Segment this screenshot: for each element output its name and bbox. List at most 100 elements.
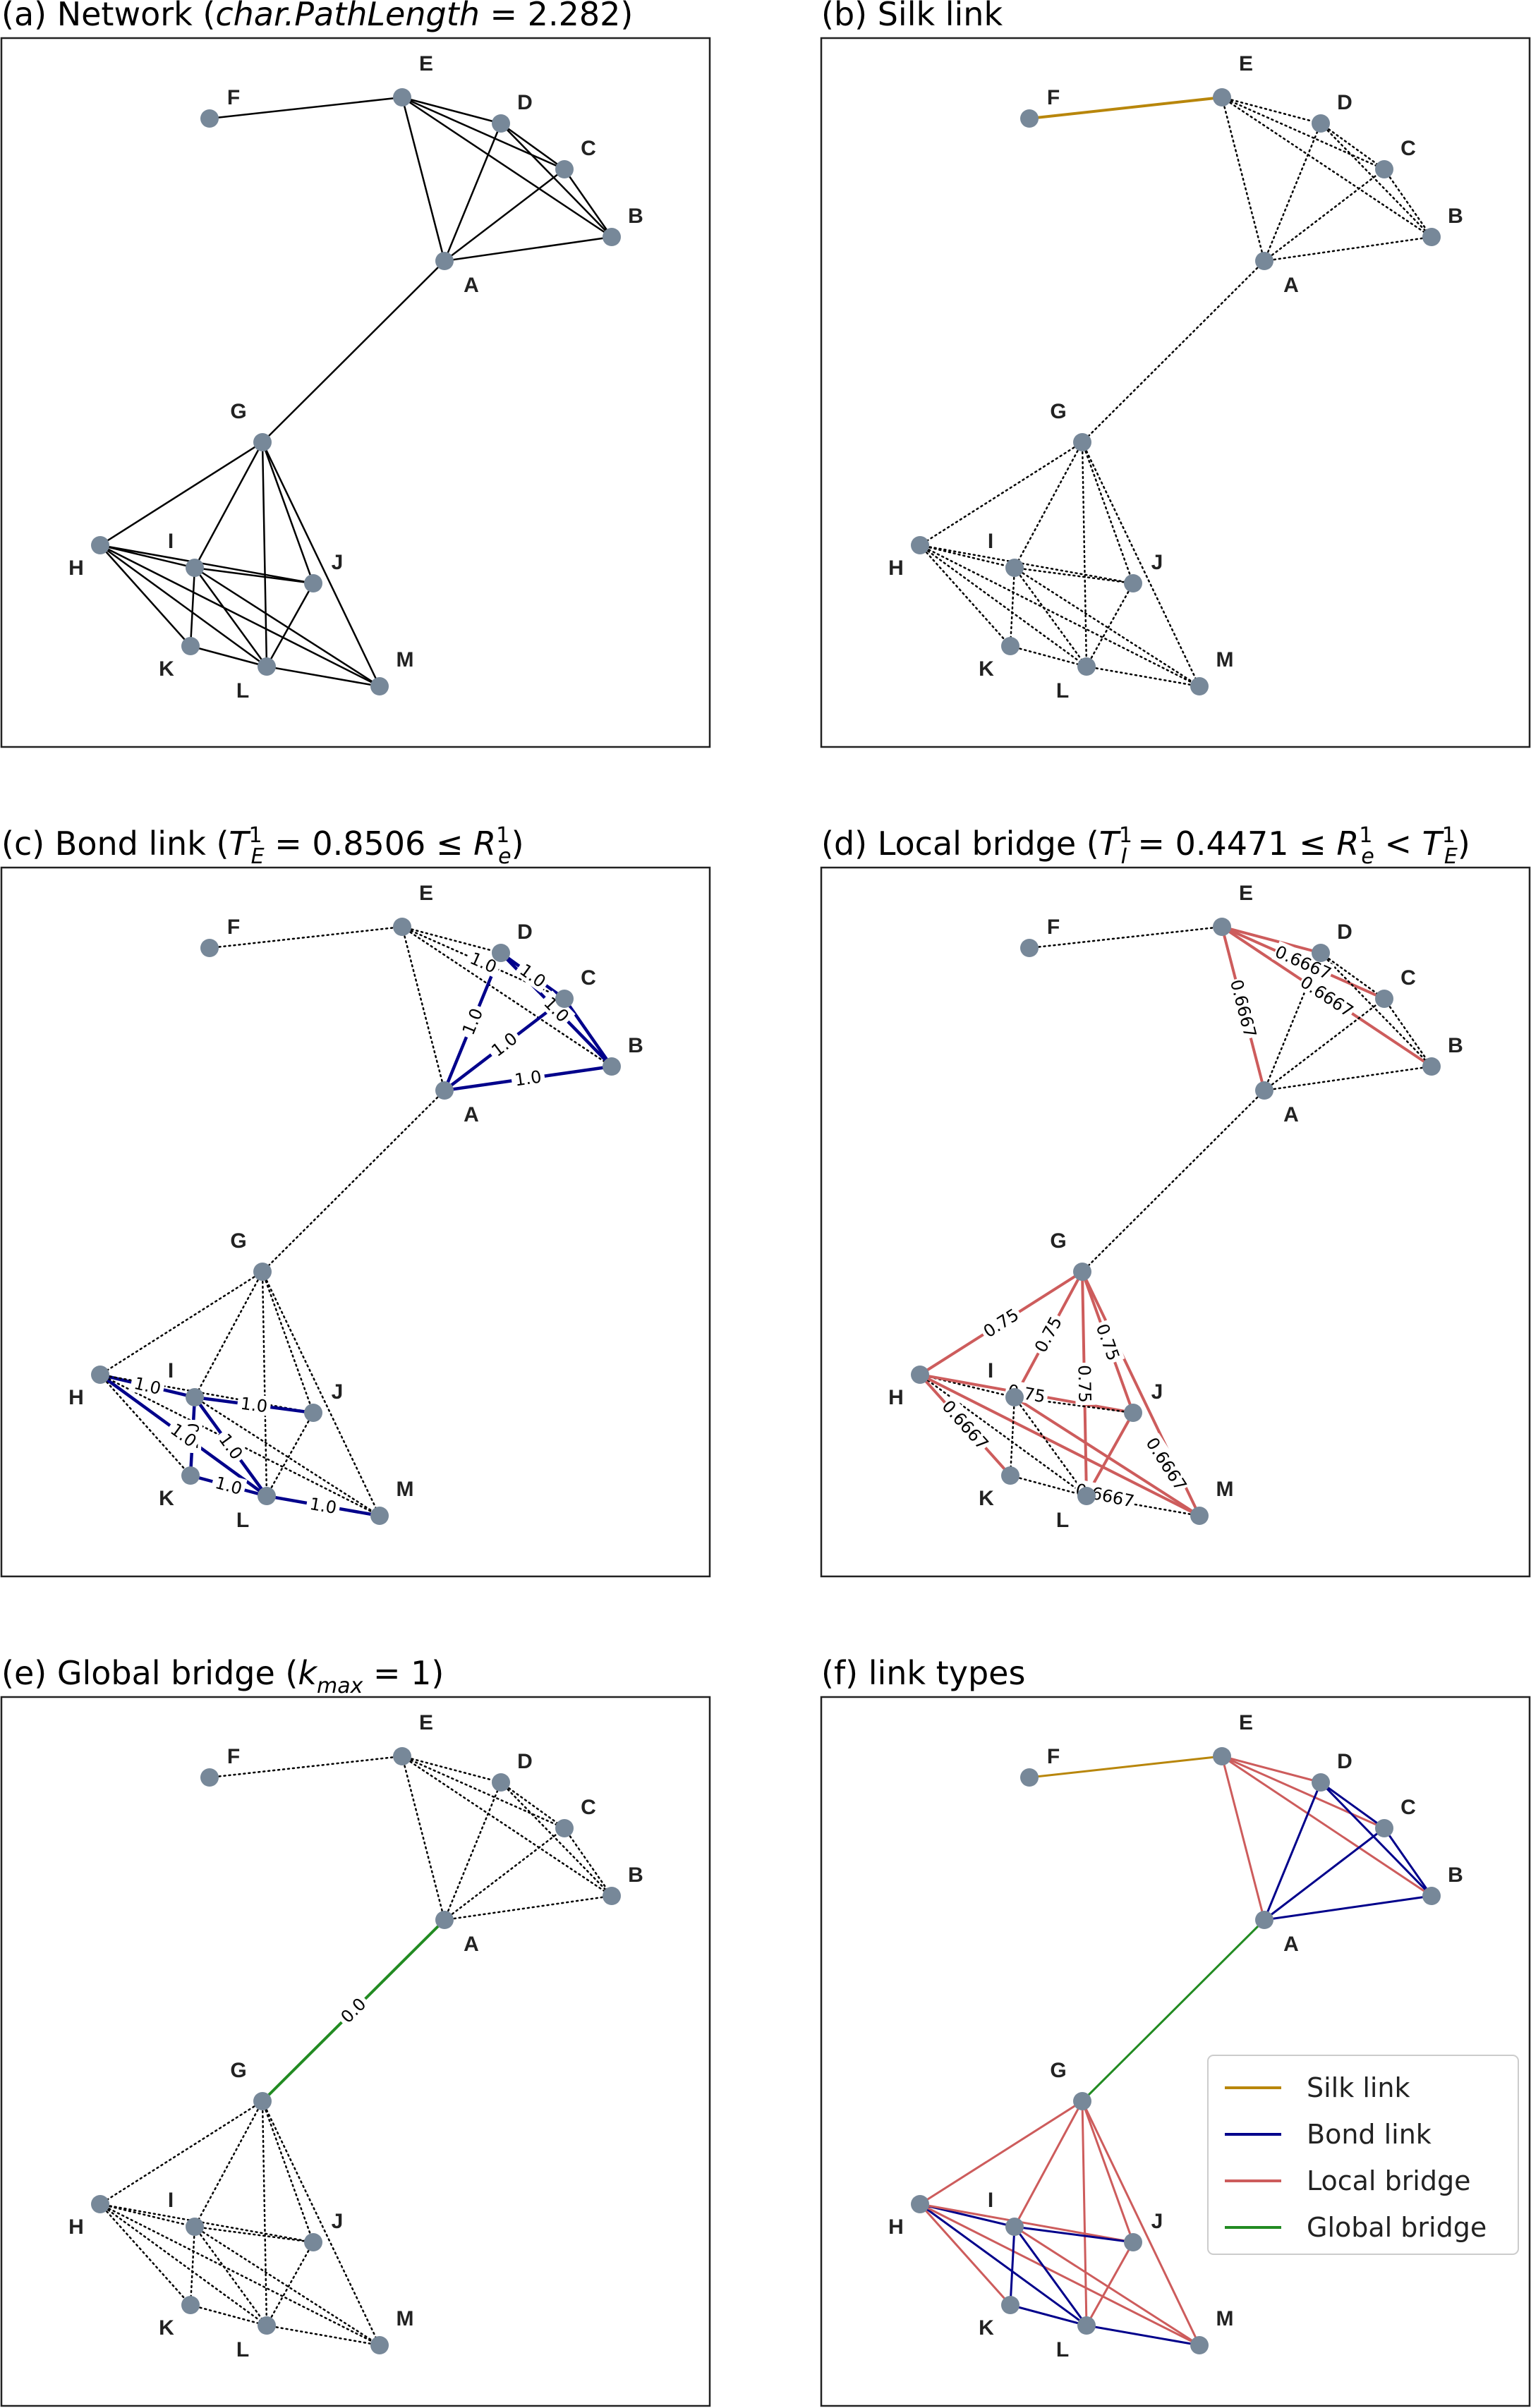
node-F: [1020, 109, 1039, 128]
edge-A-D: [1263, 122, 1322, 262]
node-L: [1077, 657, 1096, 676]
edge-A-C: [443, 168, 566, 262]
node-label-G: G: [230, 400, 246, 423]
edge-A-B: [1263, 1065, 1433, 1092]
edge-I-M: [1013, 1396, 1201, 1517]
edge-A-G: [1081, 1089, 1266, 1273]
node-C: [555, 1819, 574, 1837]
edge-G-H: [919, 441, 1084, 547]
edge-C-B: [1383, 997, 1433, 1068]
panel-e-frame: [0, 1696, 711, 2407]
node-label-K: K: [979, 1487, 994, 1510]
edges: [919, 96, 1433, 688]
node-label-K: K: [159, 2316, 174, 2340]
panel-a-title: (a) Network (char.PathLength = 2.282): [1, 0, 633, 33]
edge-H-J: [919, 2203, 1134, 2244]
node-label-A: A: [464, 1103, 479, 1126]
edge-H-J: [99, 2203, 315, 2244]
node-G: [1073, 1263, 1091, 1281]
node-label-H: H: [888, 557, 904, 580]
node-G: [1073, 433, 1091, 451]
edge-E-D: [1221, 1755, 1322, 1784]
node-E: [1213, 918, 1231, 936]
edge-I-L: [193, 566, 268, 668]
edge-I-J: [193, 566, 315, 585]
node-D: [492, 114, 510, 133]
edge-E-C: [1221, 1755, 1386, 1830]
node-label-A: A: [1283, 1933, 1299, 1956]
svg-text:1.0: 1.0: [514, 1066, 543, 1090]
panel-c-frame: [0, 866, 711, 1578]
edge-G-J: [1081, 2100, 1134, 2244]
edge-G-J: [261, 1270, 315, 1414]
node-B: [603, 1887, 621, 1905]
node-label-K: K: [159, 1487, 174, 1510]
edge-H-K: [919, 2203, 1012, 2306]
node-A: [435, 1911, 454, 1929]
panel-a-frame: [0, 37, 711, 748]
node-label-F: F: [1047, 916, 1060, 939]
edge-H-M: [99, 544, 381, 688]
edge-G-L: [261, 1270, 268, 1497]
node-G: [253, 433, 272, 451]
node-C: [1375, 990, 1393, 1008]
node-label-H: H: [68, 557, 84, 580]
node-label-C: C: [1400, 966, 1416, 990]
node-label-J: J: [1151, 551, 1163, 574]
node-D: [1312, 944, 1330, 962]
node-B: [1422, 1887, 1441, 1905]
node-label-I: I: [168, 530, 174, 553]
node-M: [1190, 1507, 1209, 1525]
node-label-I: I: [988, 530, 993, 553]
node-H: [91, 2195, 109, 2213]
edge-E-C: [1221, 96, 1386, 171]
node-label-J: J: [1151, 2210, 1163, 2233]
edge-D-B: [500, 122, 613, 238]
edge-D-B: [1319, 122, 1433, 238]
edge-E-B: [401, 96, 613, 238]
edge-G-H: [99, 441, 264, 547]
node-label-D: D: [517, 1750, 533, 1773]
edge-G-H: [99, 1270, 264, 1376]
node-label-A: A: [1283, 274, 1299, 297]
edge-A-B: [1263, 1895, 1433, 1921]
node-E: [393, 88, 411, 107]
edge-L-M: [1085, 2324, 1201, 2347]
node-L: [1077, 2316, 1096, 2335]
edge-I-J: [1013, 566, 1134, 585]
edge-label-L-M: 1.0: [305, 1492, 341, 1518]
edge-I-K: [189, 566, 196, 647]
node-label-C: C: [581, 137, 596, 160]
node-label-M: M: [1216, 648, 1234, 671]
node-L: [258, 657, 276, 676]
node-label-H: H: [68, 2215, 84, 2239]
edge-H-M: [919, 1373, 1201, 1517]
node-J: [1124, 2233, 1142, 2251]
node-M: [370, 677, 389, 695]
node-H: [91, 1366, 109, 1384]
legend-label-local: Local bridge: [1307, 2165, 1471, 2196]
node-I: [186, 2218, 204, 2236]
edge-D-C: [1319, 1781, 1386, 1830]
node-label-A: A: [1283, 1103, 1299, 1126]
edge-I-J: [193, 2225, 315, 2244]
node-G: [253, 2092, 272, 2110]
node-K: [181, 1466, 200, 1485]
edge-C-B: [563, 1827, 613, 1897]
edge-K-L: [1009, 2304, 1088, 2327]
edge-D-C: [1319, 951, 1386, 1000]
edge-G-J: [261, 441, 315, 585]
edge-J-L: [1085, 2241, 1134, 2327]
node-F: [1020, 1768, 1039, 1787]
node-D: [1312, 1773, 1330, 1792]
node-F: [200, 109, 219, 128]
edge-H-K: [99, 1373, 192, 1477]
edge-G-I: [1013, 441, 1084, 569]
edge-D-C: [1319, 122, 1386, 171]
edge-label-A-B: 1.0: [510, 1065, 546, 1090]
legend-label-silk: Silk link: [1307, 2072, 1410, 2103]
edge-G-H: [99, 2100, 264, 2206]
node-label-D: D: [1337, 1750, 1353, 1773]
node-label-F: F: [227, 86, 240, 109]
